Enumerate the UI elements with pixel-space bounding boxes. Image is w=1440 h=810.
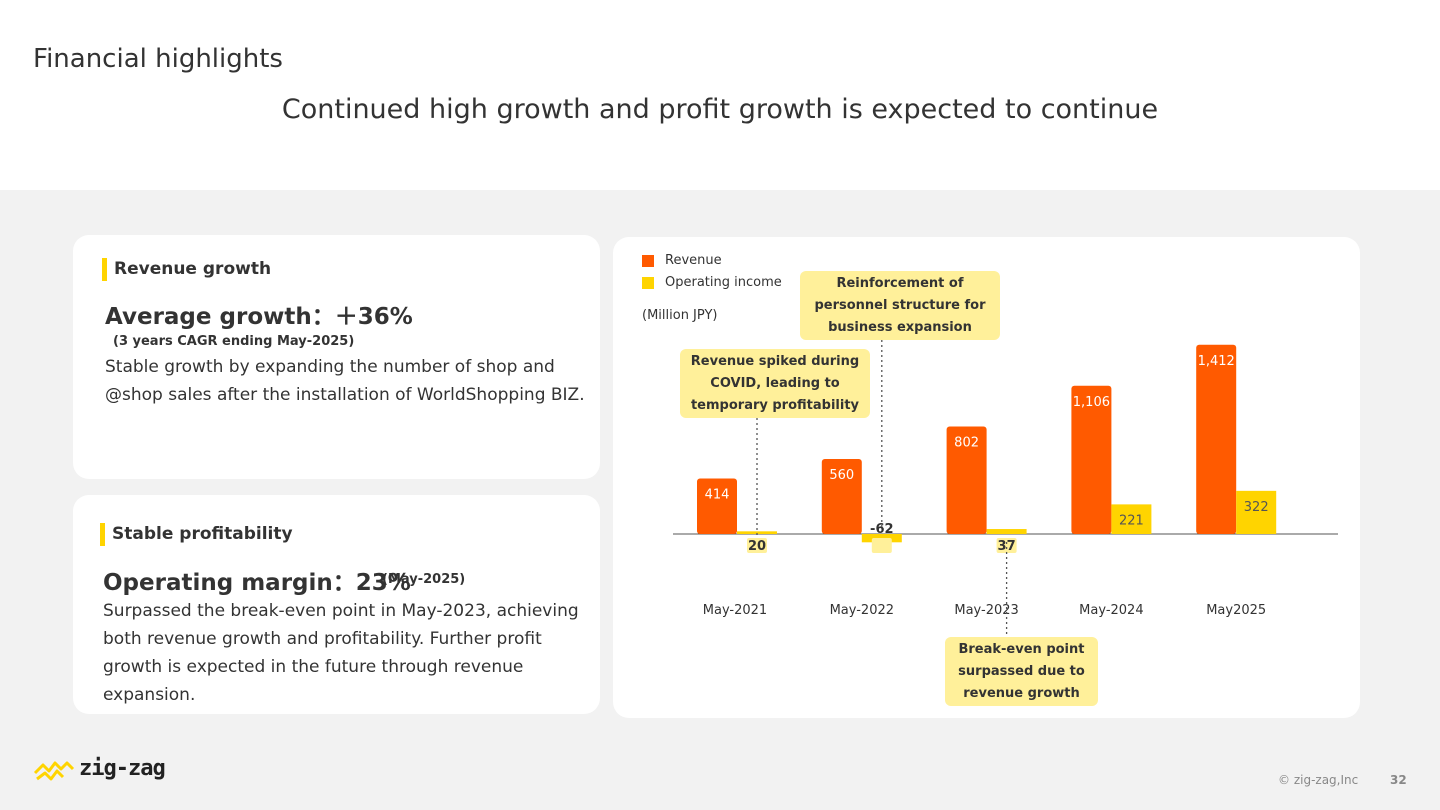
callout-personnel-reinforcement: Reinforcement of personnel structure for… — [800, 271, 1000, 340]
bar-chart: 414 20 May-2021 560 -62 May-2022 802 37 May-2023… — [673, 340, 1338, 635]
stable-profitability-card — [73, 495, 600, 714]
bar-operating-income-May-2023 — [986, 529, 1027, 534]
value-label-operating-income-May-2022: -62 — [870, 522, 894, 537]
value-label-revenue-May-2023: 802 — [954, 436, 979, 451]
revenue-growth-text: Stable growth by expanding the number of… — [105, 357, 585, 405]
copyright: © zig-zag,Inc — [1278, 773, 1359, 787]
legend-label-revenue: Revenue — [665, 253, 722, 268]
page-number: 32 — [1390, 773, 1407, 787]
unit-label: (Million JPY) — [642, 308, 718, 323]
page-subtitle: Continued high growth and profit growth … — [281, 94, 1159, 125]
bar-operating-income-May-2021 — [737, 531, 777, 534]
legend-swatch-operating-income — [642, 277, 654, 289]
callout-covid-spike: Revenue spiked during COVID, leading to … — [680, 349, 870, 418]
callout-break-even: Break-even point surpassed due to revenu… — [945, 637, 1098, 706]
x-tick-label-May-2021: May-2021 — [703, 603, 767, 618]
bar-operating-income-May-2024 — [1111, 504, 1152, 534]
average-growth-metric: Average growth：＋36% — [105, 304, 413, 330]
x-tick-label-May-2024: May-2024 — [1079, 603, 1143, 618]
stable-profitability-title: Stable profitability — [112, 524, 293, 544]
value-label-operating-income-May2025: 322 — [1244, 500, 1269, 515]
section-marker — [100, 523, 105, 546]
operating-margin-metric: Operating margin：23% — [103, 570, 411, 596]
revenue-growth-card — [73, 235, 600, 479]
value-label-bg-May-2022 — [871, 538, 892, 553]
bar-revenue-May-2024 — [1071, 385, 1112, 534]
zigzag-logo-icon — [33, 761, 75, 781]
value-label-bg-May-2021 — [747, 538, 767, 553]
legend-label-operating-income: Operating income — [665, 275, 782, 290]
value-label-operating-income-May-2021: 20 — [748, 539, 766, 554]
value-label-revenue-May-2024: 1,106 — [1073, 395, 1110, 410]
value-label-bg-May-2023 — [996, 538, 1017, 553]
value-label-operating-income-May-2024: 221 — [1119, 513, 1144, 528]
bar-revenue-May-2021 — [697, 478, 737, 534]
logo-wordmark: zig-zag — [79, 756, 166, 781]
x-tick-label-May-2022: May-2022 — [830, 603, 894, 618]
value-label-revenue-May-2022: 560 — [829, 468, 854, 483]
section-marker — [102, 258, 107, 281]
page-title: Financial highlights — [33, 44, 283, 74]
legend-swatch-revenue — [642, 255, 654, 267]
bar-revenue-May2025 — [1196, 344, 1237, 534]
margin-date-note: (May-2025) — [382, 572, 466, 587]
revenue-growth-title: Revenue growth — [114, 259, 272, 279]
bar-revenue-May-2022 — [821, 458, 862, 534]
x-tick-label-May2025: May2025 — [1206, 603, 1266, 618]
value-label-revenue-May2025: 1,412 — [1198, 354, 1235, 369]
value-label-revenue-May-2021: 414 — [705, 488, 730, 503]
profitability-text: Surpassed the break-even point in May-20… — [103, 601, 579, 705]
x-tick-label-May-2023: May-2023 — [954, 603, 1018, 618]
cagr-note: (3 years CAGR ending May-2025) — [113, 334, 355, 349]
bar-revenue-May-2023 — [946, 426, 987, 534]
value-label-operating-income-May-2023: 37 — [998, 539, 1016, 554]
bar-operating-income-May2025 — [1236, 490, 1277, 534]
